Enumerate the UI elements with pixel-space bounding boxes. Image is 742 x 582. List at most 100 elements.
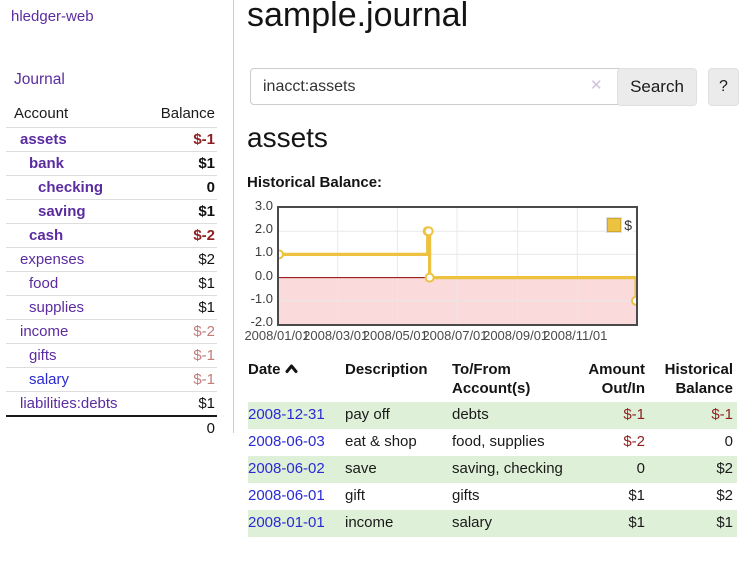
register-description-cell: eat & shop (345, 433, 417, 450)
account-balance-value: $1 (198, 395, 215, 412)
account-balance-value: $1 (198, 203, 215, 220)
y-axis-tick-label: -1.0 (250, 290, 273, 306)
register-balance-cell: $-1 (711, 406, 733, 423)
x-axis-tick-label: 2008/11/01 (543, 328, 608, 343)
sidebar-account-link-bank[interactable]: bank (29, 155, 65, 172)
account-cell: assets (6, 127, 141, 152)
register-row: 2008-06-02 save saving, checking 0 $2 (248, 456, 737, 483)
account-row: supplies $1 (6, 295, 217, 320)
account-cell: gifts (6, 343, 141, 368)
register-date-cell: 2008-12-31 (248, 402, 345, 429)
account-balance-value: $-2 (193, 227, 215, 244)
register-header-accounts: To/From Account(s) (452, 361, 531, 397)
account-row: checking 0 (6, 175, 217, 200)
sidebar-divider (233, 0, 234, 433)
account-row: liabilities:debts $1 (6, 391, 217, 417)
account-cell: bank (6, 151, 141, 176)
y-axis-tick-label: 0.0 (254, 267, 273, 283)
register-row: 2008-12-31 pay off debts $-1 $-1 (248, 402, 737, 429)
register-accounts-cell: salary (452, 514, 493, 531)
clear-search-icon[interactable]: ✕ (590, 77, 603, 94)
register-accounts-cell: gifts (452, 487, 480, 504)
x-axis-tick-label: 2008/09/01 (483, 328, 549, 343)
account-row: gifts $-1 (6, 343, 217, 368)
register-accounts-cell: saving, checking (452, 460, 563, 477)
y-axis-tick-label: -2.0 (250, 314, 273, 329)
sidebar-account-link-assets[interactable]: assets (20, 131, 67, 148)
series-legend-label: $ (624, 217, 632, 233)
sidebar-account-link-food[interactable]: food (29, 275, 59, 292)
accounts-header-balance: Balance (160, 105, 215, 122)
account-row: cash $-2 (6, 223, 217, 248)
transaction-date-link[interactable]: 2008-06-03 (248, 433, 325, 450)
sidebar-account-link-supplies[interactable]: supplies (29, 299, 85, 316)
chart-plot-area: $ (277, 206, 638, 326)
register-amount-cell: $1 (628, 514, 645, 531)
chevron-up-icon (285, 364, 298, 373)
account-cell: expenses (6, 247, 141, 272)
chart-legend: $ (606, 216, 633, 234)
sidebar-account-link-expenses[interactable]: expenses (20, 251, 85, 268)
account-balance-value: $1 (198, 155, 215, 172)
search-button[interactable]: Search (617, 68, 697, 106)
y-axis-tick-label: 2.0 (254, 221, 273, 237)
sidebar-account-link-cash[interactable]: cash (29, 227, 64, 244)
transaction-date-link[interactable]: 2008-06-02 (248, 460, 325, 477)
register-header-balance: Historical Balance (664, 361, 733, 397)
account-cell: supplies (6, 295, 141, 320)
register-description-cell: save (345, 460, 377, 477)
sidebar-account-link-checking[interactable]: checking (38, 179, 104, 196)
register-date-cell: 2008-06-03 (248, 429, 345, 456)
x-axis-tick-label: 2008/01/01 (244, 328, 310, 343)
sidebar-account-link-liabilities-debts[interactable]: liabilities:debts (20, 395, 118, 412)
account-row: salary $-1 (6, 367, 217, 392)
account-row: food $1 (6, 271, 217, 296)
sidebar-account-link-income[interactable]: income (20, 323, 69, 340)
register-row: 2008-01-01 income salary $1 $1 (248, 510, 737, 537)
y-axis-tick-label: 1.0 (254, 244, 273, 260)
account-balance-value: 0 (206, 179, 215, 196)
account-cell: saving (6, 199, 141, 224)
y-axis-tick-label: 3.0 (254, 198, 273, 213)
register-date-cell: 2008-06-01 (248, 483, 345, 510)
page-title: sample.journal (247, 0, 469, 34)
account-balance-value: $2 (198, 251, 215, 268)
series-swatch-icon (607, 218, 622, 232)
account-balance: $-2 (140, 319, 217, 344)
account-row: expenses $2 (6, 247, 217, 272)
transaction-date-link[interactable]: 2008-06-01 (248, 487, 325, 504)
account-balance: $1 (140, 391, 217, 417)
transaction-date-link[interactable]: 2008-01-01 (248, 514, 325, 531)
register-amount-cell: $-2 (623, 433, 645, 450)
account-cell: checking (6, 175, 141, 200)
register-row: 2008-06-03 eat & shop food, supplies $-2 0 (248, 429, 737, 456)
register-accounts-cell: debts (452, 406, 489, 423)
account-cell: liabilities:debts (6, 391, 141, 417)
register-table: Date Description To/From Account(s) Amou… (248, 358, 737, 537)
register-header-date-label: Date (248, 361, 281, 378)
sidebar-account-link-salary[interactable]: salary (29, 371, 70, 388)
register-balance-cell: 0 (724, 433, 733, 450)
account-balance-value: $1 (198, 299, 215, 316)
account-balance: $-1 (140, 343, 217, 368)
register-description-cell: gift (345, 487, 366, 504)
search-input[interactable] (250, 68, 638, 105)
accounts-table: Account Balance assets $-1 bank $1 checking 0… (6, 102, 217, 440)
account-balance: $1 (140, 271, 217, 296)
register-amount-cell: $1 (628, 487, 645, 504)
chart-svg (279, 208, 636, 324)
app-title-link[interactable]: hledger-web (11, 8, 94, 25)
x-axis-tick-label: 2008/03/01 (303, 328, 369, 343)
transaction-date-link[interactable]: 2008-12-31 (248, 406, 325, 423)
register-description-cell: pay off (345, 406, 390, 423)
sidebar-item-journal[interactable]: Journal (14, 71, 65, 88)
sidebar-account-link-saving[interactable]: saving (38, 203, 86, 220)
register-header-date[interactable]: Date (248, 358, 345, 402)
account-balance-value: $-2 (193, 323, 215, 340)
sidebar-account-link-gifts[interactable]: gifts (29, 347, 57, 364)
chart-title-label: Historical Balance: (247, 174, 383, 191)
help-button[interactable]: ? (708, 68, 739, 106)
account-row: bank $1 (6, 151, 217, 176)
account-cell: cash (6, 223, 141, 248)
